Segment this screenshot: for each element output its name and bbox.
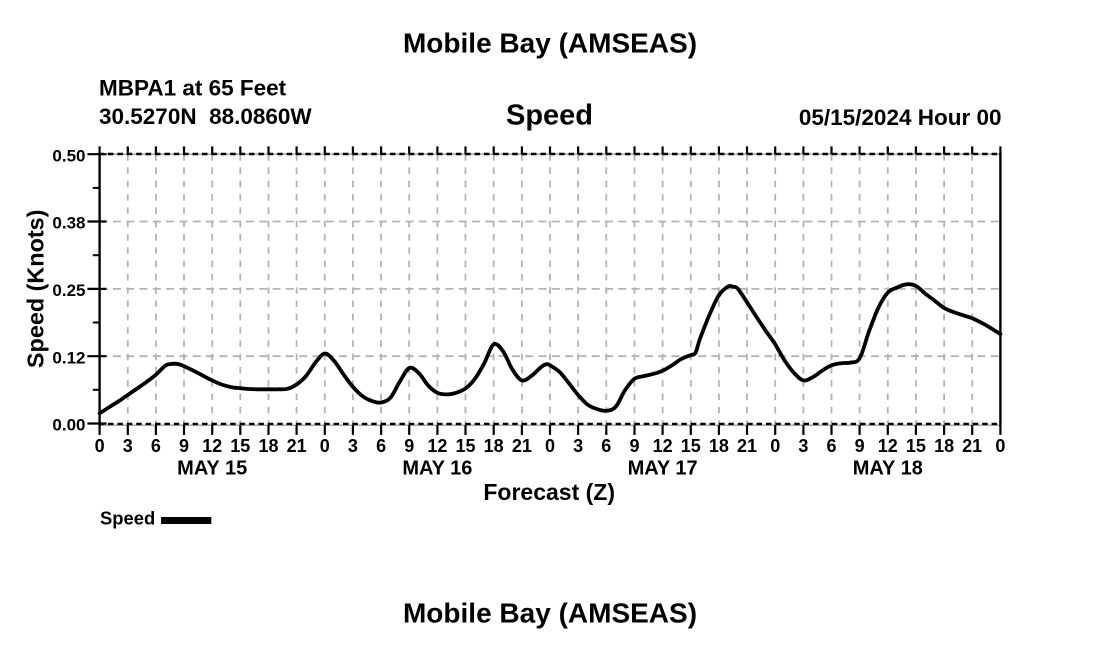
svg-text:21: 21 (737, 436, 757, 456)
svg-text:6: 6 (376, 436, 386, 456)
svg-text:3: 3 (798, 436, 808, 456)
svg-text:3: 3 (348, 436, 358, 456)
svg-text:MAY 18: MAY 18 (853, 458, 923, 480)
svg-text:0: 0 (995, 436, 1005, 456)
svg-text:0.50: 0.50 (52, 146, 85, 165)
svg-text:21: 21 (287, 436, 307, 456)
svg-text:12: 12 (878, 436, 898, 456)
svg-text:18: 18 (709, 436, 729, 456)
svg-text:Mobile Bay (AMSEAS): Mobile Bay (AMSEAS) (403, 598, 697, 629)
svg-text:MBPA1 at 65 Feet: MBPA1 at 65 Feet (99, 76, 287, 101)
svg-text:Speed: Speed (506, 100, 593, 132)
svg-text:0.12: 0.12 (52, 348, 85, 367)
svg-text:0.00: 0.00 (52, 416, 85, 435)
svg-text:15: 15 (230, 436, 250, 456)
svg-text:3: 3 (573, 436, 583, 456)
svg-text:18: 18 (484, 436, 504, 456)
svg-text:Mobile Bay (AMSEAS): Mobile Bay (AMSEAS) (403, 28, 697, 59)
svg-text:MAY 17: MAY 17 (628, 458, 698, 480)
svg-text:05/15/2024 Hour 00: 05/15/2024 Hour 00 (799, 105, 1002, 130)
svg-text:15: 15 (681, 436, 701, 456)
svg-text:15: 15 (906, 436, 926, 456)
svg-text:15: 15 (455, 436, 475, 456)
svg-text:0: 0 (545, 436, 555, 456)
svg-text:21: 21 (962, 436, 982, 456)
svg-text:Forecast (Z): Forecast (Z) (483, 479, 615, 505)
svg-text:9: 9 (855, 436, 865, 456)
svg-text:0: 0 (770, 436, 780, 456)
svg-text:MAY 15: MAY 15 (177, 458, 247, 480)
svg-text:3: 3 (123, 436, 133, 456)
svg-text:0: 0 (320, 436, 330, 456)
svg-text:6: 6 (601, 436, 611, 456)
svg-text:9: 9 (179, 436, 189, 456)
svg-text:6: 6 (151, 436, 161, 456)
svg-text:0.38: 0.38 (52, 214, 85, 233)
svg-text:MAY 16: MAY 16 (402, 458, 472, 480)
svg-text:0.25: 0.25 (52, 281, 85, 300)
svg-text:12: 12 (427, 436, 447, 456)
svg-text:Speed (Knots): Speed (Knots) (23, 210, 49, 369)
svg-text:12: 12 (202, 436, 222, 456)
svg-text:30.5270N 88.0860W: 30.5270N 88.0860W (99, 104, 312, 129)
svg-text:9: 9 (629, 436, 639, 456)
svg-text:6: 6 (826, 436, 836, 456)
svg-text:0: 0 (95, 436, 105, 456)
svg-text:18: 18 (258, 436, 278, 456)
svg-text:18: 18 (934, 436, 954, 456)
svg-text:Speed: Speed (100, 508, 155, 529)
svg-text:12: 12 (653, 436, 673, 456)
svg-text:9: 9 (404, 436, 414, 456)
svg-text:21: 21 (512, 436, 532, 456)
